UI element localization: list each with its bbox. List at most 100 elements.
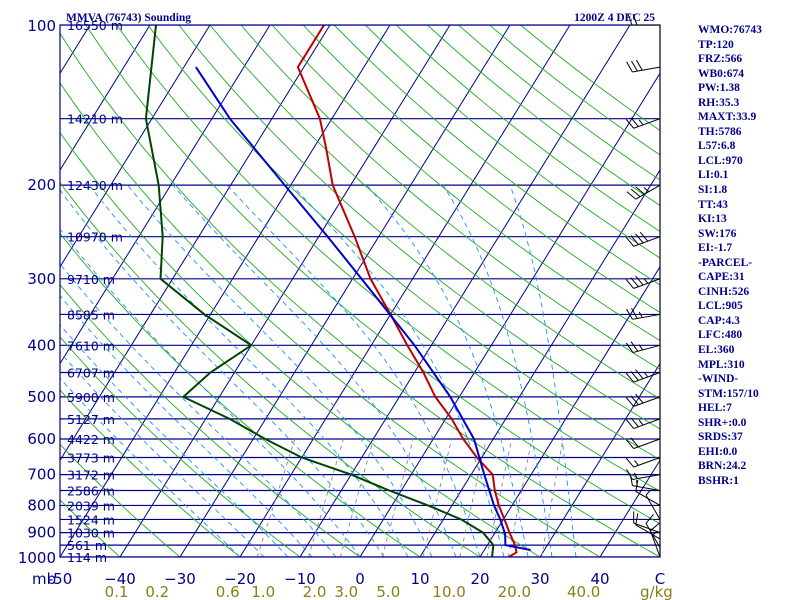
- index-item: EHI:0.0: [698, 445, 738, 458]
- dry-adiabat: [60, 232, 421, 557]
- height-label: 114 m: [67, 550, 107, 565]
- mixing-ratio-line: [541, 438, 564, 557]
- temperature-tick-label: 10: [410, 570, 429, 588]
- isotherm-line: [239, 25, 571, 557]
- index-item: MPL:310: [698, 358, 745, 371]
- wind-barb-flag: [625, 457, 635, 468]
- height-label: 3773 m: [67, 450, 115, 465]
- index-item: HEL:7: [698, 402, 732, 415]
- height-label: 1030 m: [67, 526, 115, 541]
- wind-barb-shaft: [633, 522, 661, 534]
- wind-barb-shaft: [635, 491, 661, 506]
- index-item: TP:120: [698, 38, 734, 51]
- moist-adiabat: [60, 377, 241, 557]
- wind-barb-flag: [625, 397, 635, 407]
- wind-barb-flag: [625, 372, 635, 383]
- wind-barb-flag: [625, 342, 634, 353]
- background-grid: [60, 25, 660, 557]
- wind-barb-half-flag: [643, 371, 649, 378]
- isotherm-line: [119, 25, 451, 557]
- index-item: -PARCEL-: [698, 256, 753, 269]
- temperature-trace: [296, 25, 518, 557]
- height-label: 10970 m: [67, 230, 123, 245]
- moist-adiabat: [60, 324, 289, 557]
- profile-traces: [144, 25, 531, 557]
- dry-adiabat: [147, 25, 660, 461]
- moist-adiabat: [60, 263, 337, 557]
- isotherm-line: [60, 25, 391, 557]
- height-label: 12430 m: [67, 178, 123, 193]
- mixing-ratio-unit-label: g/kg: [640, 583, 673, 600]
- parcel-trace: [195, 66, 531, 551]
- mixing-ratio-tick-label: 2.0: [303, 583, 327, 600]
- dry-adiabat: [60, 181, 481, 557]
- moist-adiabat: [60, 189, 385, 557]
- index-item: LCL:970: [698, 154, 743, 167]
- wind-barb-half-flag: [638, 344, 644, 351]
- temperature-tick-label: C: [655, 570, 665, 588]
- isotherm-line: [60, 25, 271, 365]
- wind-barb-flag: [630, 277, 639, 288]
- pressure-tick-label: 700: [27, 466, 56, 484]
- temperature-tick-label: 0: [355, 570, 365, 588]
- pressure-tick-label: 200: [27, 176, 56, 194]
- stability-indices-panel: WMO:76743 TP:120 FRZ:566 WB0:674 PW:1.38 RH:3…: [698, 23, 798, 489]
- wind-barb-flag: [639, 231, 649, 242]
- mixing-ratio-tick-label: 0.1: [105, 583, 129, 600]
- isotherm-line: [60, 25, 211, 268]
- wind-barb-flag: [632, 13, 638, 26]
- height-label: 5127 m: [67, 412, 115, 427]
- moist-adiabat: [60, 228, 361, 557]
- pressure-tick-label: 900: [27, 524, 56, 542]
- wind-barb-half-flag: [634, 460, 639, 466]
- height-label: 2039 m: [67, 498, 115, 513]
- mixing-ratio-tick-label: 1.0: [251, 583, 275, 600]
- dry-adiabat: [60, 389, 241, 557]
- temperature-tick-label: −30: [164, 570, 196, 588]
- wind-barb-flag: [630, 417, 639, 428]
- height-label: 16550 m: [67, 18, 123, 33]
- wind-barb-flag: [626, 191, 637, 200]
- index-item: EI:-1.7: [698, 242, 733, 255]
- dry-adiabat: [60, 336, 301, 557]
- isotherm-line: [60, 25, 331, 462]
- index-item: BSHR:1: [698, 474, 739, 487]
- index-item: SW:176: [698, 227, 737, 240]
- index-item: CAP:4.3: [698, 314, 740, 327]
- pressure-tick-label: 300: [27, 270, 56, 288]
- index-item: WB0:674: [698, 67, 744, 80]
- wind-barb-flag: [630, 117, 639, 127]
- wind-barb-flag: [635, 369, 644, 379]
- wind-barb-flag: [631, 60, 638, 72]
- moist-adiabat: [509, 184, 577, 557]
- wind-barb-flag: [626, 61, 633, 73]
- height-label: 1524 m: [67, 512, 115, 527]
- index-item: CAPE:31: [698, 271, 745, 284]
- dry-adiabat: [60, 131, 541, 557]
- wind-barb-flag: [635, 513, 639, 526]
- wind-barb-flag: [627, 13, 633, 26]
- dry-adiabat: [60, 284, 361, 557]
- wind-barb-flag: [630, 395, 639, 406]
- dry-adiabat: [178, 25, 660, 430]
- wind-barb-flag: [645, 514, 654, 524]
- temperature-tick-label: −10: [284, 570, 316, 588]
- mixing-ratio-tick-label: 0.6: [216, 583, 240, 600]
- wind-barb-flag: [630, 235, 639, 245]
- index-item: PW:1.38: [698, 82, 740, 95]
- pressure-unit-label: mb: [32, 570, 56, 588]
- pressure-tick-label: 600: [27, 430, 56, 448]
- wind-barb-half-flag: [635, 480, 638, 487]
- moist-adiabat: [172, 184, 457, 557]
- moist-adiabat: [88, 184, 409, 557]
- dry-adiabat: [85, 25, 660, 525]
- index-item: L57:6.8: [698, 140, 736, 153]
- temperature-tick-label: −40: [104, 570, 136, 588]
- dry-adiabat: [209, 25, 660, 400]
- mixing-ratio-tick-label: 5.0: [376, 583, 400, 600]
- moist-adiabat: [60, 294, 313, 557]
- dry-adiabat: [364, 25, 660, 259]
- isotherm-line: [179, 25, 511, 557]
